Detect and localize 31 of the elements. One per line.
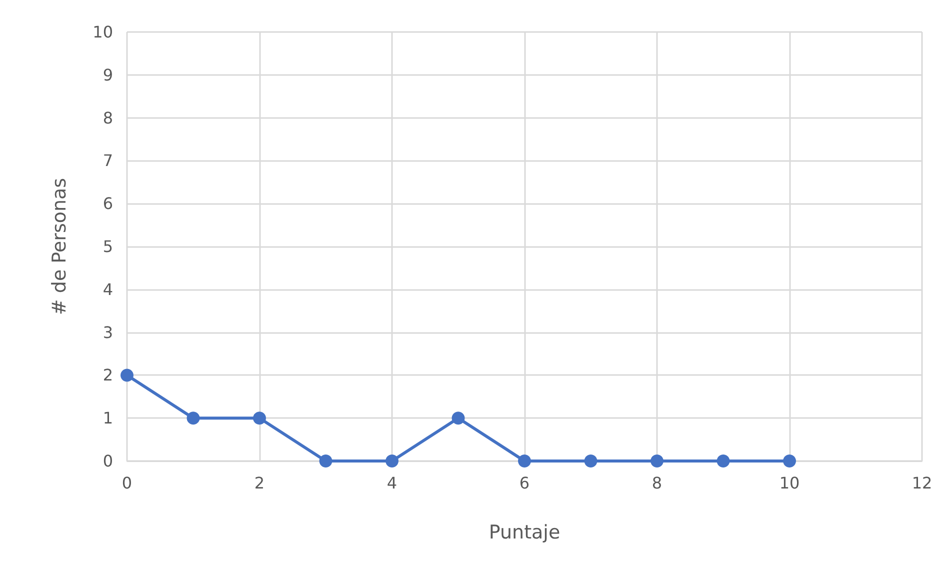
point	[319, 454, 332, 468]
x-tick-label: 8	[652, 474, 662, 492]
x-tick-label: 12	[912, 474, 932, 492]
point	[716, 454, 730, 468]
x-tick-label: 6	[519, 474, 530, 492]
point	[452, 412, 465, 425]
point	[650, 454, 664, 468]
point	[120, 368, 134, 382]
point	[783, 454, 796, 468]
y-tick-label: 7	[102, 151, 113, 170]
y-tick-label: 1	[102, 408, 113, 428]
x-tick-label: 2	[254, 474, 265, 492]
y-tick-label: 6	[102, 194, 113, 214]
point	[253, 412, 266, 425]
point	[518, 454, 531, 468]
x-tick-label: 4	[386, 474, 398, 492]
y-axis-title: # de Personas	[48, 178, 70, 316]
x-tick-label: 10	[779, 474, 800, 492]
y-tick-label: 3	[102, 322, 113, 342]
y-tick-label: 9	[102, 65, 113, 84]
y-tick-label: 10	[92, 22, 113, 42]
x-tick-label: 0	[122, 474, 132, 492]
y-tick-label: 5	[102, 237, 113, 256]
x-axis-title: Puntaje	[488, 522, 560, 544]
point	[584, 454, 598, 468]
point	[186, 412, 200, 425]
y-tick-label: 8	[102, 108, 113, 128]
y-tick-label: 0	[102, 452, 113, 470]
y-tick-label: 2	[102, 366, 113, 385]
y-tick-label: 4	[102, 280, 113, 299]
point	[386, 454, 398, 468]
